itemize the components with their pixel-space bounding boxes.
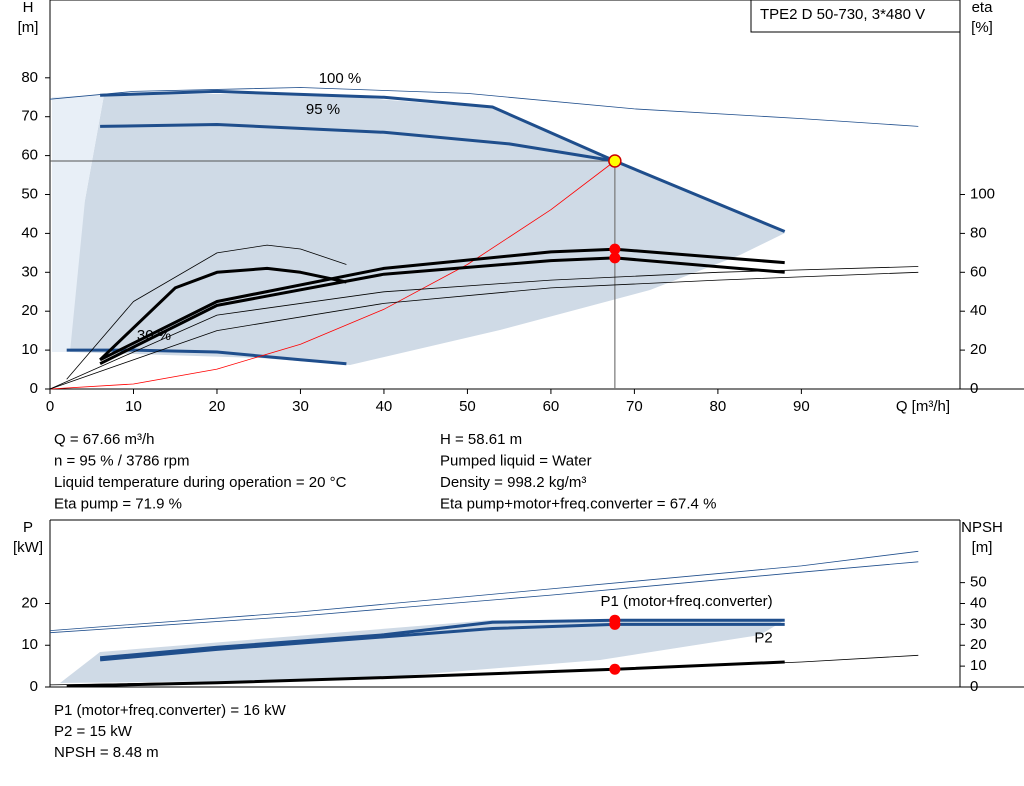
y2-tick-label: 40 <box>970 594 987 611</box>
y2-tick-label: 10 <box>970 657 987 674</box>
curve <box>99 618 785 660</box>
operating-area <box>60 620 785 683</box>
y2-axis-label: [%] <box>971 19 993 36</box>
info-text: Q = 67.66 m³/h <box>54 431 154 448</box>
x-tick-label: 90 <box>793 398 810 415</box>
curve <box>49 87 919 127</box>
x-tick-label: 30 <box>292 398 309 415</box>
info-text: Density = 998.2 kg/m³ <box>440 474 586 491</box>
info-text: P2 = 15 kW <box>54 723 133 740</box>
y2-axis-label: eta <box>972 0 994 16</box>
y-axis-label: [kW] <box>13 539 43 556</box>
info-text: P1 (motor+freq.converter) = 16 kW <box>54 702 287 719</box>
y-tick-label: 0 <box>30 380 38 397</box>
curve <box>49 271 919 390</box>
series-label: P2 <box>754 629 772 646</box>
y-tick-label: 10 <box>21 636 38 653</box>
y-tick-label: 10 <box>21 341 38 358</box>
info-text: n = 95 % / 3786 rpm <box>54 452 190 469</box>
curve <box>49 550 919 631</box>
y2-tick-label: 20 <box>970 341 987 358</box>
curve <box>100 123 616 163</box>
x-axis-label: Q [m³/h] <box>896 398 950 415</box>
info-text: Eta pump+motor+freq.converter = 67.4 % <box>440 495 716 512</box>
y-tick-label: 0 <box>30 678 38 695</box>
curve <box>99 247 785 362</box>
info-text: Pumped liquid = Water <box>440 452 592 469</box>
curve <box>99 266 347 361</box>
y-tick-label: 20 <box>21 302 38 319</box>
y-tick-label: 60 <box>21 147 38 164</box>
y-axis-label: P <box>23 519 33 536</box>
curve <box>49 266 919 390</box>
curve <box>99 622 785 662</box>
curve-annotation: 95 % <box>306 101 340 118</box>
y2-axis-label: NPSH <box>961 519 1003 536</box>
y2-tick-label: 50 <box>970 574 987 591</box>
y-tick-label: 40 <box>21 224 38 241</box>
y-tick-label: 20 <box>21 594 38 611</box>
y-axis-label: H <box>23 0 34 16</box>
x-tick-label: 60 <box>543 398 560 415</box>
y2-tick-label: 80 <box>970 224 987 241</box>
x-tick-label: 50 <box>459 398 476 415</box>
curve-annotation: 100 % <box>319 70 362 87</box>
curve <box>66 244 347 380</box>
x-tick-label: 40 <box>376 398 393 415</box>
curve <box>49 561 919 634</box>
duty-point <box>609 243 621 255</box>
x-tick-label: 20 <box>209 398 226 415</box>
curve <box>66 660 785 688</box>
title-box <box>750 0 961 33</box>
y2-tick-label: 100 <box>970 185 995 202</box>
y-axis-label: [m] <box>18 19 39 36</box>
x-tick-label: 10 <box>125 398 142 415</box>
x-tick-label: 80 <box>710 398 727 415</box>
x-tick-label: 70 <box>626 398 643 415</box>
operating-area-light <box>52 95 104 352</box>
y2-tick-label: 0 <box>970 678 978 695</box>
curve <box>99 256 785 366</box>
info-text: H = 58.61 m <box>440 431 522 448</box>
y-tick-label: 70 <box>21 108 38 125</box>
y2-tick-label: 60 <box>970 263 987 280</box>
duty-point <box>609 618 621 630</box>
y2-axis-label: [m] <box>972 539 993 556</box>
curve-annotation: 30 % <box>137 327 171 344</box>
info-text: Liquid temperature during operation = 20… <box>54 474 347 491</box>
operating-point <box>608 154 622 168</box>
y-tick-label: 30 <box>21 263 38 280</box>
duty-point <box>609 252 621 264</box>
x-tick-label: 0 <box>46 398 54 415</box>
y-tick-label: 80 <box>21 69 38 86</box>
y2-tick-label: 20 <box>970 636 987 653</box>
y-tick-label: 50 <box>21 185 38 202</box>
duty-point <box>609 663 621 675</box>
y2-tick-label: 40 <box>970 302 987 319</box>
curve <box>100 89 786 233</box>
y2-tick-label: 30 <box>970 615 987 632</box>
chart-title: TPE2 D 50-730, 3*480 V <box>760 6 925 23</box>
series-label: P1 (motor+freq.converter) <box>601 593 773 610</box>
info-text: NPSH = 8.48 m <box>54 744 159 761</box>
curve <box>49 160 616 390</box>
info-text: Eta pump = 71.9 % <box>54 495 182 512</box>
y2-tick-label: 0 <box>970 380 978 397</box>
